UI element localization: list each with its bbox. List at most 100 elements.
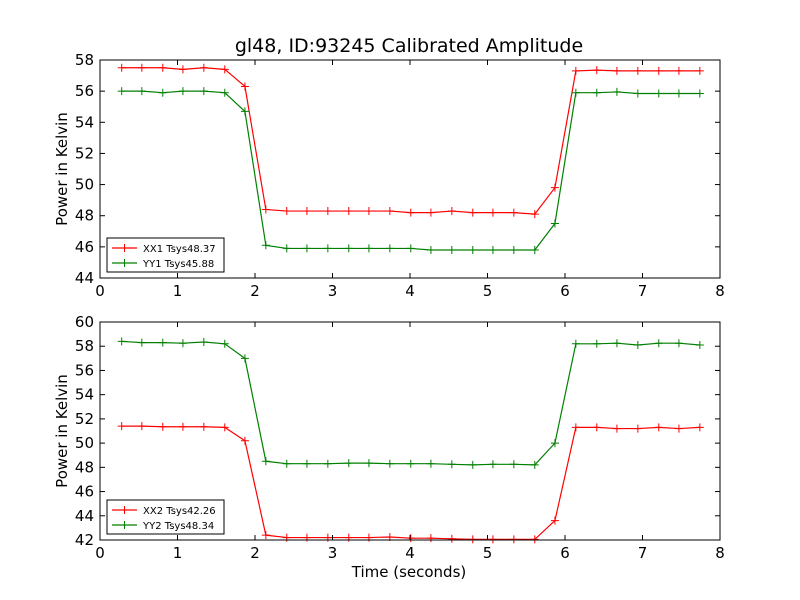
data-point	[240, 436, 249, 445]
legend-label: YY1 Tsys45.88	[142, 259, 214, 270]
y-tick-label: 54	[75, 113, 94, 131]
x-tick-label: 3	[328, 544, 338, 562]
data-point	[158, 338, 167, 347]
legend-label: YY2 Tsys48.34	[142, 521, 214, 532]
data-point	[447, 460, 456, 469]
x-tick-label: 6	[560, 282, 570, 300]
data-point	[199, 87, 208, 96]
data-point	[488, 245, 497, 254]
x-tick-label: 5	[483, 282, 493, 300]
y-tick-label: 44	[75, 507, 94, 525]
y-tick-label: 60	[75, 313, 94, 331]
data-point	[137, 338, 146, 347]
data-point	[571, 423, 580, 432]
legend-box	[106, 237, 225, 273]
x-tick-label: 3	[328, 282, 338, 300]
data-point	[447, 534, 456, 543]
data-point	[633, 89, 642, 98]
y-tick-label: 50	[75, 176, 94, 194]
data-point	[323, 207, 332, 216]
data-point	[592, 423, 601, 432]
data-point	[302, 459, 311, 468]
x-axis-label: Time (seconds)	[351, 563, 467, 581]
y-tick-label: 48	[75, 458, 94, 476]
data-point	[406, 208, 415, 217]
data-point	[158, 63, 167, 72]
legend-marker	[120, 244, 129, 252]
x-tick-label: 0	[95, 282, 105, 300]
data-point	[695, 341, 704, 350]
data-point	[117, 63, 126, 72]
legend-box	[106, 499, 225, 535]
x-tick-label: 6	[560, 544, 570, 562]
data-point	[261, 205, 270, 214]
data-point	[633, 66, 642, 75]
data-point	[550, 439, 559, 448]
data-point	[117, 87, 126, 96]
y-tick-label: 42	[75, 531, 94, 549]
x-tick-label: 2	[250, 544, 260, 562]
data-point	[695, 66, 704, 75]
data-point	[158, 422, 167, 431]
data-point	[488, 535, 497, 544]
legend-label: XX1 Tsys48.37	[143, 244, 216, 255]
data-point	[426, 534, 435, 543]
y-tick-label: 46	[75, 238, 94, 256]
data-point	[158, 88, 167, 97]
data-point	[447, 245, 456, 254]
data-point	[323, 459, 332, 468]
y-tick-label: 54	[75, 386, 94, 404]
data-point	[385, 244, 394, 253]
data-point	[468, 535, 477, 544]
y-tick-label: 44	[75, 269, 94, 287]
data-point	[426, 245, 435, 254]
data-point	[612, 66, 621, 75]
data-point	[695, 423, 704, 432]
data-point	[571, 66, 580, 75]
data-point	[261, 457, 270, 466]
data-point	[323, 244, 332, 253]
data-point	[592, 88, 601, 97]
x-tick-label: 4	[405, 282, 415, 300]
data-point	[137, 422, 146, 431]
data-point	[117, 422, 126, 431]
data-point	[364, 244, 373, 253]
y-tick-label: 58	[75, 51, 94, 69]
data-point	[488, 208, 497, 217]
data-point	[344, 207, 353, 216]
data-point	[612, 339, 621, 348]
data-point	[117, 337, 126, 346]
data-point	[426, 459, 435, 468]
y-tick-label: 56	[75, 82, 94, 100]
data-point	[406, 534, 415, 543]
data-point	[550, 183, 559, 192]
data-point	[571, 339, 580, 348]
data-point	[344, 244, 353, 253]
y-axis-label: Power in Kelvin	[53, 374, 71, 488]
data-point	[240, 107, 249, 116]
data-point	[240, 354, 249, 363]
data-point	[674, 66, 683, 75]
data-point	[674, 89, 683, 98]
data-point	[137, 63, 146, 72]
x-tick-label: 8	[715, 282, 725, 300]
data-point	[199, 422, 208, 431]
legend-marker	[120, 506, 129, 514]
x-tick-label: 2	[250, 282, 260, 300]
data-point	[468, 208, 477, 217]
data-point	[654, 89, 663, 98]
data-point	[199, 63, 208, 72]
y-tick-label: 50	[75, 434, 94, 452]
data-point	[468, 460, 477, 469]
data-point	[282, 244, 291, 253]
y-tick-label: 52	[75, 144, 94, 162]
x-tick-label: 7	[638, 282, 648, 300]
data-point	[550, 219, 559, 228]
data-point	[592, 66, 601, 75]
data-point	[220, 65, 229, 74]
data-point	[261, 531, 270, 540]
data-point	[530, 535, 539, 544]
